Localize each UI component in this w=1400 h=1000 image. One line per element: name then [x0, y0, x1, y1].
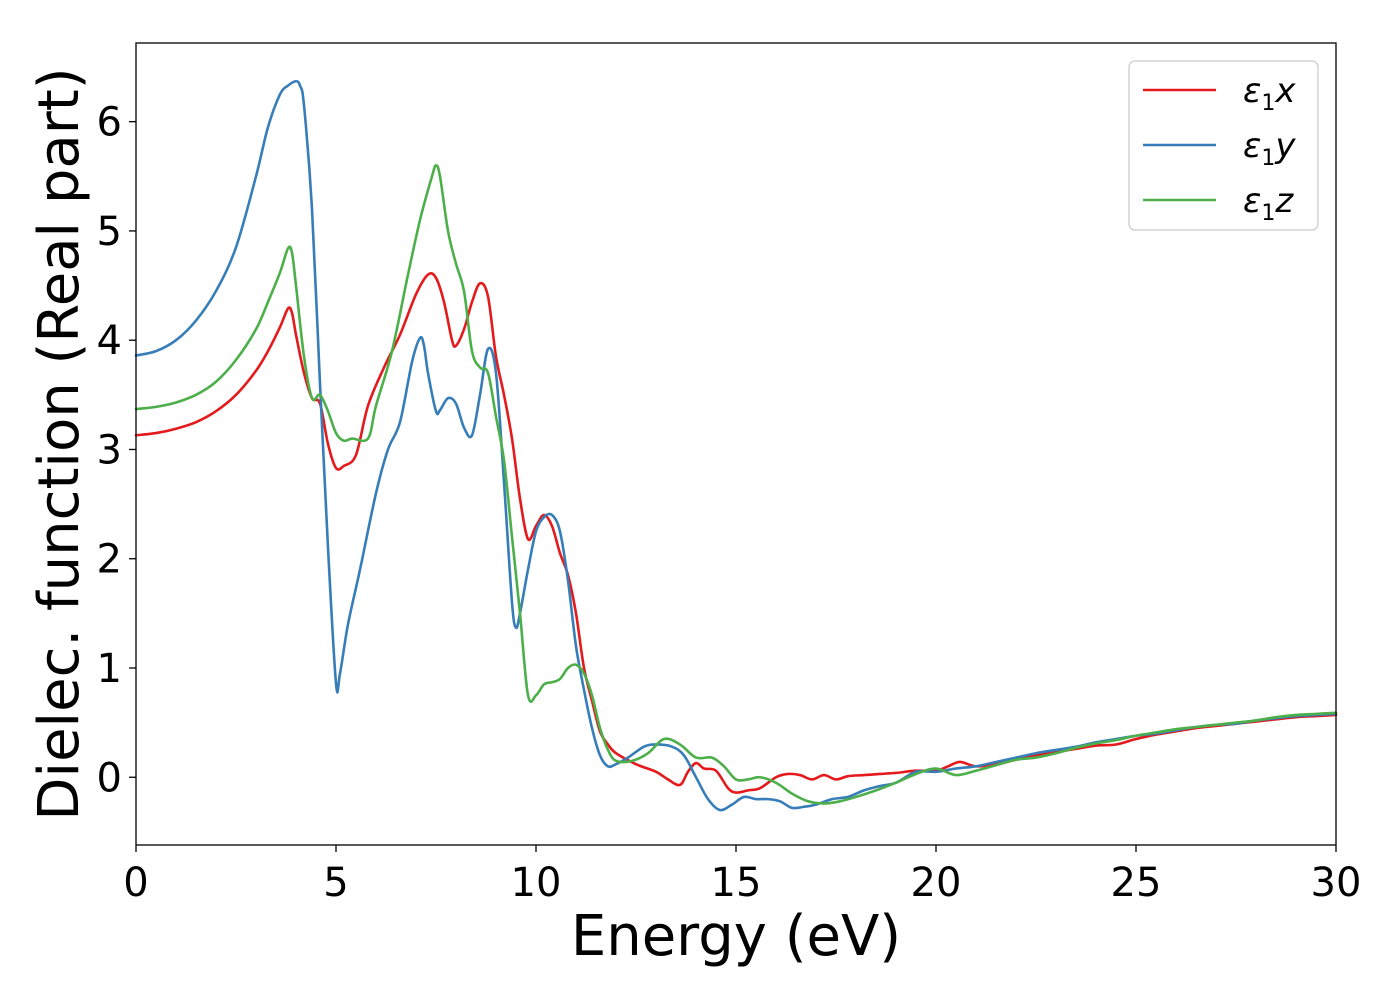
y-tick-label: 1 [97, 646, 122, 692]
legend-label-z: ε1z [1243, 181, 1294, 226]
x-axis: 0 5 10 15 20 25 30 [123, 845, 1361, 906]
x-tick-label: 5 [323, 860, 348, 906]
x-tick-label: 10 [511, 860, 562, 906]
legend: ε1x ε1y ε1z [1128, 60, 1319, 231]
y-tick-label: 0 [97, 755, 122, 801]
series-line-x [134, 271, 1338, 794]
y-tick-label: 5 [97, 209, 122, 255]
x-tick-label: 0 [123, 860, 148, 906]
x-tick-label: 20 [911, 860, 962, 906]
series-line-y [134, 79, 1338, 812]
y-tick-label: 2 [97, 537, 122, 583]
y-tick-label: 3 [97, 427, 122, 473]
x-tick-label: 15 [711, 860, 762, 906]
x-tick-label: 30 [1311, 860, 1362, 906]
x-tick-label: 25 [1111, 860, 1162, 906]
legend-box [1128, 60, 1319, 231]
y-axis: 0 1 2 3 4 5 6 [97, 100, 136, 801]
legend-label-x: ε1x [1243, 71, 1296, 116]
y-tick-label: 6 [97, 100, 122, 146]
x-axis-title: Energy (eV) [571, 904, 901, 969]
series-line-z [134, 164, 1338, 805]
y-tick-label: 4 [97, 318, 122, 364]
series-layer [134, 79, 1338, 812]
legend-label-y: ε1y [1243, 126, 1296, 171]
y-axis-title: Dielec. function (Real part) [27, 67, 92, 820]
